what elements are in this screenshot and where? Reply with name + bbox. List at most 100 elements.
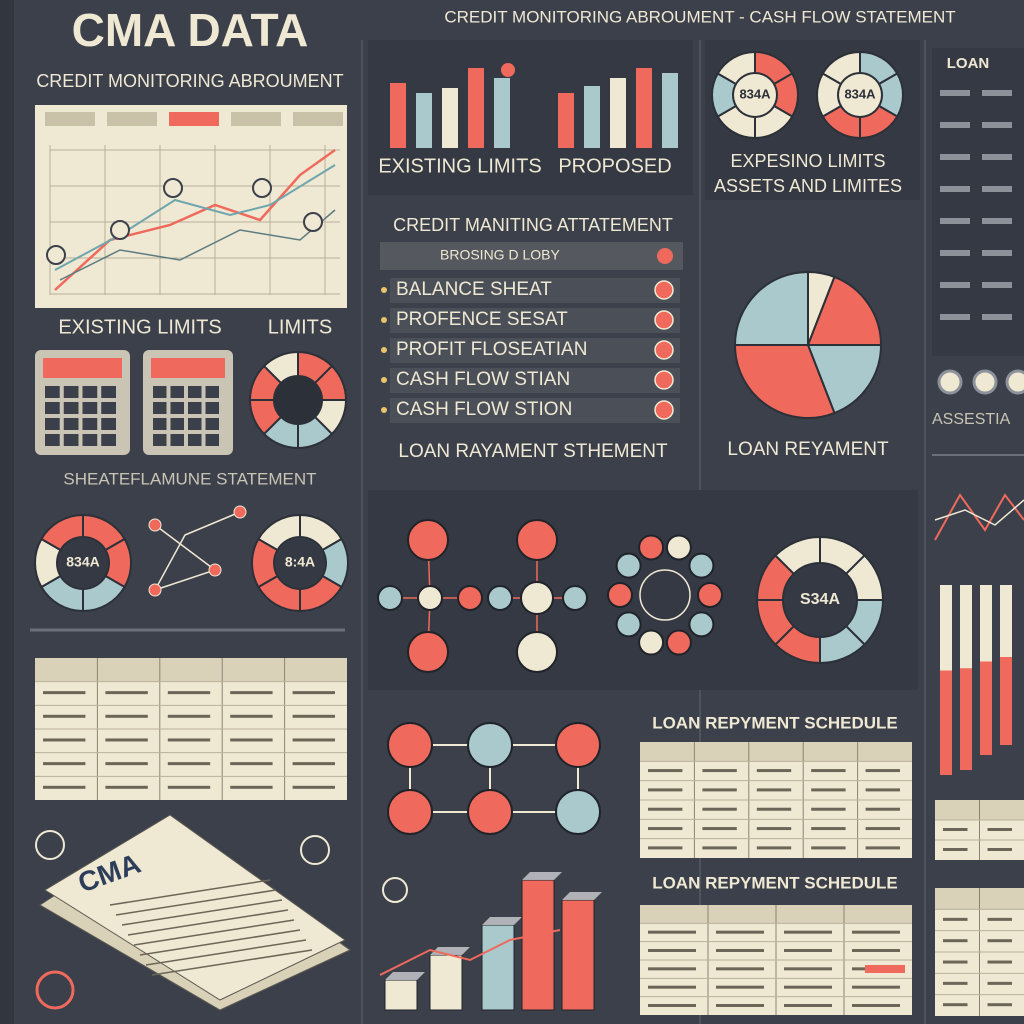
document-line bbox=[109, 879, 271, 906]
table-scribble bbox=[230, 785, 273, 789]
bar-decoration bbox=[468, 68, 484, 148]
network-node bbox=[387, 789, 433, 835]
table-scribble bbox=[105, 738, 148, 742]
pie-slice bbox=[733, 344, 836, 419]
bar-top bbox=[562, 892, 602, 900]
document bbox=[44, 814, 346, 1001]
network-node bbox=[555, 722, 601, 768]
network-node bbox=[688, 552, 715, 579]
table-scribble bbox=[784, 930, 832, 934]
calculator-key bbox=[170, 402, 184, 414]
pie-slice bbox=[806, 275, 883, 346]
menu-dot bbox=[654, 400, 674, 420]
donut-hole bbox=[784, 564, 856, 636]
table-scribble bbox=[756, 827, 792, 831]
donut-hole bbox=[58, 538, 108, 588]
table-scribble bbox=[716, 1004, 764, 1007]
network-node bbox=[233, 505, 247, 519]
label: S34A bbox=[800, 591, 840, 608]
table-scribble bbox=[811, 827, 846, 831]
table-scribble bbox=[811, 846, 846, 850]
network-node bbox=[148, 583, 162, 597]
table-scribble bbox=[987, 848, 1012, 851]
label: EXISTING LIMITS bbox=[58, 316, 221, 338]
table-scribble bbox=[940, 250, 970, 256]
table-scribble bbox=[982, 90, 1012, 96]
calculator-key bbox=[45, 418, 60, 430]
table-scribble bbox=[982, 154, 1012, 160]
network-node bbox=[467, 789, 513, 835]
menu-row bbox=[390, 398, 680, 423]
table-scribble bbox=[943, 960, 968, 964]
menu-row bbox=[390, 338, 680, 363]
network-node bbox=[467, 722, 513, 768]
chart-marker bbox=[163, 178, 183, 198]
network-node bbox=[615, 611, 642, 638]
chart-marker bbox=[303, 212, 323, 232]
label: ASSETS AND LIMITES bbox=[714, 176, 902, 196]
table-scribble bbox=[982, 186, 1012, 192]
donut-hole bbox=[839, 74, 881, 116]
chart-tab bbox=[293, 112, 343, 126]
table-scribble bbox=[811, 807, 846, 811]
icon-ring bbox=[382, 877, 408, 903]
table-scribble bbox=[940, 186, 970, 192]
panel bbox=[932, 48, 1024, 356]
calculator-key bbox=[205, 402, 219, 414]
table-scribble bbox=[865, 846, 900, 850]
table-scribble bbox=[784, 985, 832, 989]
calculator-key bbox=[101, 402, 116, 414]
table-scribble bbox=[292, 691, 335, 695]
table-scribble bbox=[756, 788, 792, 792]
network-node bbox=[638, 534, 665, 561]
table-scribble bbox=[292, 785, 335, 789]
network-node bbox=[148, 518, 162, 532]
table-scribble bbox=[987, 1003, 1012, 1007]
chart-marker bbox=[46, 245, 66, 265]
network-node bbox=[607, 582, 633, 608]
table-scribble bbox=[230, 738, 273, 742]
table-scribble bbox=[943, 939, 968, 943]
calculator-key bbox=[188, 402, 202, 414]
icon-ring bbox=[300, 835, 330, 865]
calculator-key bbox=[188, 434, 202, 446]
network-node bbox=[562, 585, 588, 611]
label: ASSESTIA bbox=[932, 411, 1011, 428]
table-scribble bbox=[987, 917, 1012, 921]
calculator-key bbox=[188, 418, 202, 430]
network-node bbox=[377, 585, 403, 611]
bar-top bbox=[385, 972, 425, 980]
chart-line bbox=[59, 209, 336, 281]
table-scribble bbox=[648, 967, 696, 971]
network-node bbox=[516, 519, 558, 561]
label: LOAN RAYAMENT STHEMENT bbox=[398, 441, 668, 462]
donut-segment bbox=[821, 50, 861, 86]
label: BROSING D LOBY bbox=[440, 247, 560, 263]
calculator-key bbox=[63, 434, 79, 446]
calculator-key bbox=[205, 418, 219, 430]
menu-bullet bbox=[381, 317, 387, 323]
table-scribble bbox=[982, 122, 1012, 128]
label: 834A bbox=[844, 86, 876, 101]
table-scribble bbox=[167, 691, 211, 695]
calculator-key bbox=[101, 434, 116, 446]
network-node bbox=[697, 582, 723, 608]
table-scribble bbox=[648, 807, 683, 811]
table-scribble bbox=[784, 967, 832, 971]
table-scribble bbox=[852, 985, 900, 989]
menu-row bbox=[390, 368, 680, 393]
subtitle: CREDIT MONITORING ABROUMENT bbox=[36, 71, 343, 91]
calculator-key bbox=[45, 386, 60, 398]
document-line bbox=[115, 889, 277, 916]
calculator-key bbox=[205, 386, 219, 398]
calculator-key bbox=[170, 386, 184, 398]
table-scribble bbox=[43, 738, 86, 742]
network-node bbox=[457, 585, 483, 611]
table-scribble bbox=[292, 762, 335, 766]
network-node bbox=[387, 722, 433, 768]
calculator-key bbox=[82, 434, 98, 446]
table-scribble bbox=[167, 714, 211, 718]
calculator-key bbox=[153, 386, 167, 398]
label: EXPESINO LIMITS bbox=[730, 151, 885, 171]
calculator-key bbox=[45, 402, 60, 414]
